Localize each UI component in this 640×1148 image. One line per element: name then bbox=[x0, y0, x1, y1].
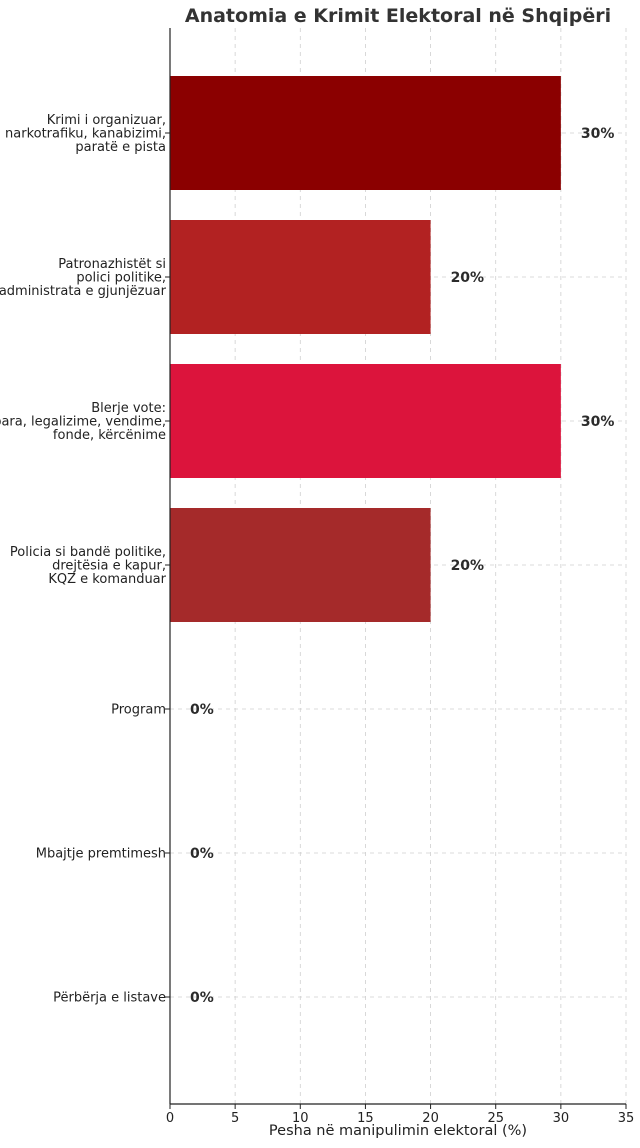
category-label-line: fonde, kërcënime bbox=[53, 428, 166, 443]
category-label: Krimi i organizuar, narkotrafiku, kanabiz… bbox=[5, 113, 166, 155]
value-label: 0% bbox=[190, 702, 214, 718]
bar bbox=[170, 364, 561, 478]
category-label: Patronazhistët si polici politike, adminis… bbox=[0, 257, 167, 299]
x-tick-label: 5 bbox=[231, 1111, 239, 1126]
category-label-line: KQZ e komanduar bbox=[48, 572, 166, 587]
category-label-line: administrata e gjunjëzuar bbox=[0, 284, 167, 299]
chart-title: Anatomia e Krimit Elektoral në Shqipëri bbox=[185, 5, 611, 27]
category-label-line: narkotrafiku, kanabizimi, bbox=[5, 127, 166, 142]
bar bbox=[170, 508, 431, 622]
category-label: Përbërja e listave bbox=[53, 991, 166, 1006]
category-label-line: Krimi i organizuar, bbox=[47, 113, 166, 128]
category-label-line: Program bbox=[111, 703, 166, 718]
bar bbox=[170, 76, 561, 190]
x-tick-label: 35 bbox=[618, 1111, 635, 1126]
x-axis-title: Pesha në manipulimin elektoral (%) bbox=[269, 1123, 527, 1139]
axes-layer: 0 5 10 15 20 25 30 35 bbox=[165, 28, 634, 1126]
category-label-line: para, legalizime, vendime, bbox=[0, 415, 166, 430]
labels-layer: Krimi i organizuar, narkotrafiku, kanabiz… bbox=[0, 113, 614, 1006]
value-label: 20% bbox=[451, 558, 485, 574]
category-label: Mbajtje premtimesh bbox=[36, 847, 166, 862]
category-label-line: Patronazhistët si bbox=[58, 257, 166, 272]
x-tick-label: 20 bbox=[422, 1111, 439, 1126]
category-label-line: paratë e pista bbox=[75, 140, 166, 155]
x-tick-label: 25 bbox=[487, 1111, 504, 1126]
category-label-line: Mbajtje premtimesh bbox=[36, 847, 166, 862]
category-label: Program bbox=[111, 703, 166, 718]
value-label: 0% bbox=[190, 846, 214, 862]
x-tick-label: 15 bbox=[357, 1111, 374, 1126]
x-tick-label: 10 bbox=[292, 1111, 309, 1126]
value-label: 0% bbox=[190, 990, 214, 1006]
x-tick-label: 30 bbox=[553, 1111, 570, 1126]
category-label-line: polici politike, bbox=[76, 271, 166, 286]
category-label-line: Blerje vote: bbox=[91, 401, 166, 416]
category-label-line: Policia si bandë politike, bbox=[10, 545, 166, 560]
bar bbox=[170, 220, 431, 334]
value-label: 20% bbox=[451, 270, 485, 286]
category-label: Policia si bandë politike, drejtësia e ka… bbox=[10, 545, 167, 587]
value-label: 30% bbox=[581, 126, 615, 142]
value-label: 30% bbox=[581, 414, 615, 430]
bars-layer bbox=[170, 76, 561, 622]
x-tick-label: 0 bbox=[166, 1111, 174, 1126]
category-label-line: Përbërja e listave bbox=[53, 991, 166, 1006]
category-label-line: drejtësia e kapur, bbox=[52, 559, 166, 574]
category-label: Blerje vote: para, legalizime, vendime, fo… bbox=[0, 401, 166, 443]
